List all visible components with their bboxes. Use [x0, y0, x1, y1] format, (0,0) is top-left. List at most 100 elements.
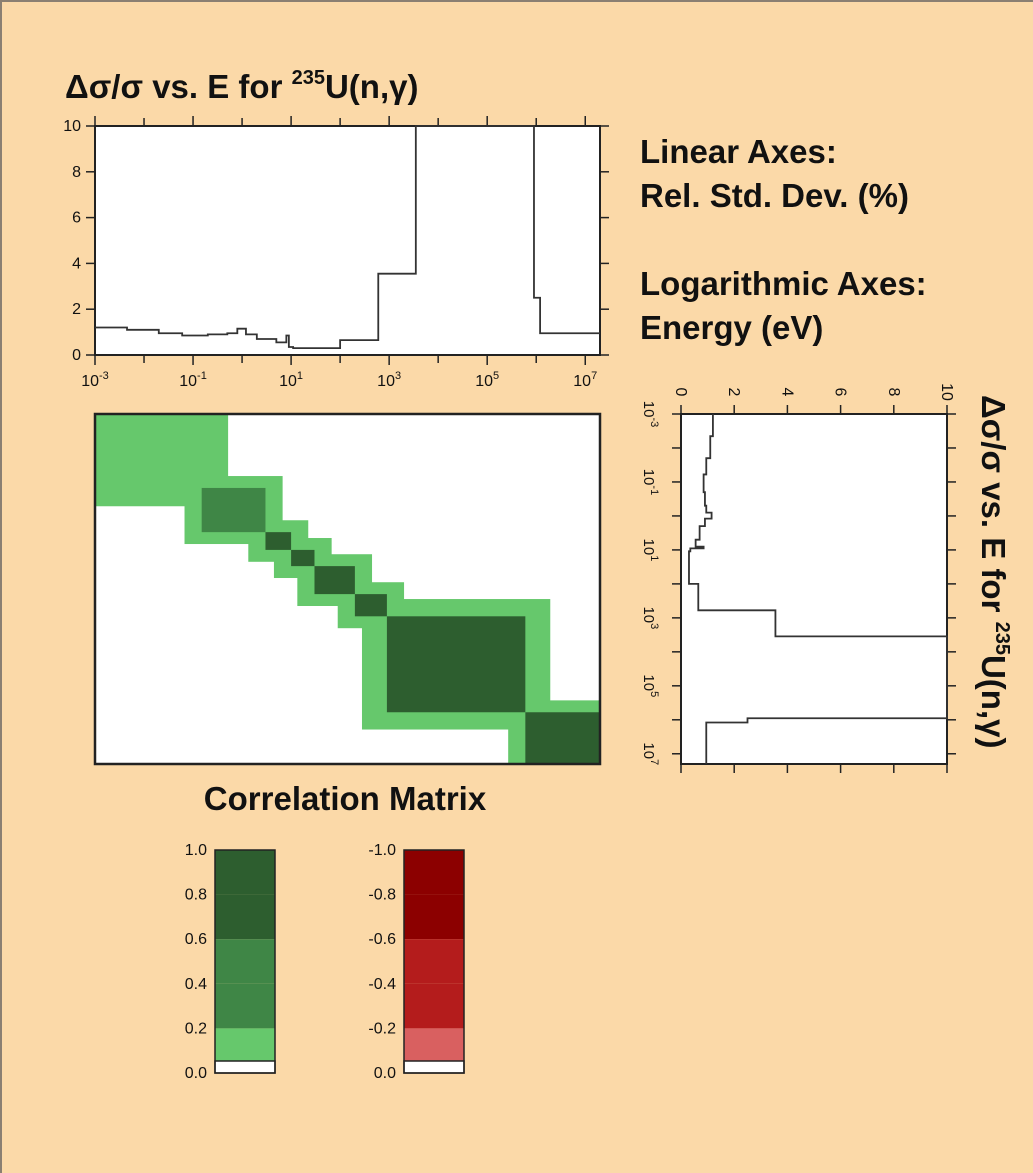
- matrix-block: [265, 532, 292, 550]
- top-y-tick-label: 0: [72, 347, 81, 364]
- right-energy-tick-label-exp: 3: [648, 623, 660, 629]
- right-value-tick-group: 8: [885, 388, 902, 397]
- top-title-isotope: 235: [292, 67, 325, 89]
- right-value-tick-group: 4: [778, 388, 795, 397]
- top-x-tick-label-exp: 1: [297, 370, 303, 382]
- top-x-tick-label-base: 10: [573, 373, 591, 390]
- matrix-block: [95, 414, 208, 493]
- right-energy-tick-label: 107: [640, 742, 660, 765]
- right-value-tick-label: 0: [672, 388, 689, 397]
- right-value-tick-group: 10: [938, 383, 955, 401]
- top-x-tick-label: 10-1: [179, 370, 207, 390]
- top-x-tick-label-base: 10: [179, 373, 197, 390]
- matrix-block: [291, 549, 315, 567]
- legend-zero-swatch: [403, 1060, 465, 1074]
- top-x-tick-label-base: 10: [279, 373, 297, 390]
- log-axes-value: Energy (eV): [640, 309, 823, 346]
- correlation-matrix-label: Correlation Matrix: [204, 780, 487, 817]
- matrix-block: [201, 487, 266, 533]
- right-energy-tick-label-base: 10: [640, 539, 657, 556]
- top-y-tick-label: 10: [63, 118, 81, 135]
- right-energy-tick-label-base: 10: [640, 674, 657, 691]
- right-energy-tick-label-base: 10: [640, 469, 657, 486]
- legend-label: 1.0: [185, 842, 207, 859]
- right-value-tick-group: 0: [672, 388, 689, 397]
- legend-swatch: [215, 939, 275, 984]
- right-value-tick-label: 10: [938, 383, 955, 401]
- top-x-tick-label: 101: [279, 370, 303, 390]
- top-y-tick-label: 4: [72, 255, 81, 272]
- matrix-cells: [95, 414, 600, 764]
- top-y-tick-label: 8: [72, 164, 81, 181]
- right-energy-tick-label: 10-1: [640, 469, 660, 495]
- legend-swatch: [404, 939, 464, 984]
- right-value-tick-label: 6: [832, 388, 849, 397]
- top-x-tick-label-exp: 3: [395, 370, 401, 382]
- legend-label: 0.8: [185, 887, 207, 904]
- matrix-block: [314, 566, 355, 595]
- legend-label: -0.8: [368, 887, 396, 904]
- right-energy-tick-group: 107: [640, 742, 660, 765]
- legend-label: -0.4: [368, 976, 396, 993]
- linear-axes-heading: Linear Axes:: [640, 133, 837, 170]
- right-energy-tick-group: 105: [640, 674, 660, 697]
- legend-label: -1.0: [368, 842, 396, 859]
- top-plot-area: [94, 125, 601, 356]
- right-value-tick-label: 8: [885, 388, 902, 397]
- linear-axes-value: Rel. Std. Dev. (%): [640, 177, 909, 214]
- right-value-tick-group: 6: [832, 388, 849, 397]
- right-uncertainty-line: [688, 414, 948, 764]
- right-title: Δσ/σ vs. E for 235U(n,γ): [975, 395, 1013, 748]
- right-energy-tick-label-exp: -3: [648, 417, 660, 427]
- legend-swatch: [404, 983, 464, 1029]
- top-x-tick-label: 103: [377, 370, 401, 390]
- top-x-tick-label-exp: -3: [99, 370, 109, 382]
- legend-label: -0.6: [368, 931, 396, 948]
- right-energy-tick-label: 103: [640, 606, 660, 629]
- legend-label: -0.2: [368, 1020, 396, 1037]
- right-title-reaction: U(n,γ): [975, 655, 1012, 749]
- right-energy-tick-label: 101: [640, 539, 660, 562]
- top-y-tick-label: 6: [72, 210, 81, 227]
- top-x-tick-label-exp: -1: [197, 370, 207, 382]
- right-energy-tick-label-exp: 1: [648, 555, 660, 561]
- right-energy-tick-group: 101: [640, 539, 660, 562]
- top-x-tick-label: 10-3: [81, 370, 109, 390]
- right-title-prefix: Δσ/σ vs. E for: [975, 395, 1012, 622]
- legend-border: [214, 849, 276, 1074]
- legend-swatch: [215, 850, 275, 895]
- right-energy-tick-label: 10-3: [640, 401, 660, 427]
- right-energy-tick-group: 10-1: [640, 469, 660, 495]
- top-x-tick-label-base: 10: [81, 373, 99, 390]
- right-energy-tick-label-exp: 7: [648, 759, 660, 765]
- right-energy-tick-group: 103: [640, 606, 660, 629]
- right-energy-tick-group: 10-3: [640, 401, 660, 427]
- legend-label: 0.6: [185, 931, 207, 948]
- top-title: Δσ/σ vs. E for 235U(n,γ): [65, 67, 418, 105]
- right-energy-tick-label-base: 10: [640, 742, 657, 759]
- legend-label: 0.0: [185, 1065, 207, 1082]
- matrix-border: [93, 412, 602, 766]
- positive-correlation-legend: 1.0 0.8 0.6 0.4 0.2 0.0: [185, 842, 276, 1082]
- legend-label: 0.0: [374, 1065, 396, 1082]
- right-value-tick-label: 4: [778, 388, 795, 397]
- right-plot-area: [680, 413, 948, 765]
- right-energy-tick-label-exp: -1: [648, 485, 660, 495]
- legend-swatch: [215, 894, 275, 940]
- correlation-matrix: [93, 412, 602, 766]
- legend-label: 0.4: [185, 976, 207, 993]
- top-x-tick-label: 105: [475, 370, 499, 390]
- matrix-block: [386, 616, 526, 713]
- legend-swatch: [215, 983, 275, 1029]
- legend-zero-swatch: [214, 1060, 276, 1074]
- negative-correlation-legend: -1.0 -0.8 -0.6 -0.4 -0.2 0.0: [368, 842, 465, 1082]
- right-energy-tick-label: 105: [640, 674, 660, 697]
- right-value-tick-label: 2: [725, 388, 742, 397]
- right-value-tick-group: 2: [725, 388, 742, 397]
- top-x-tick-label-base: 10: [475, 373, 493, 390]
- top-uncertainty-line: [95, 125, 600, 350]
